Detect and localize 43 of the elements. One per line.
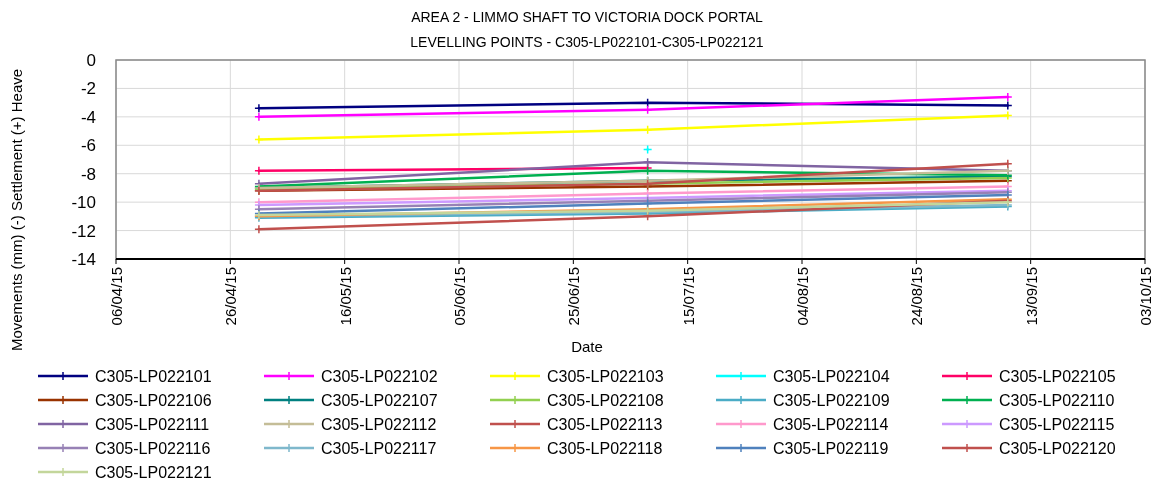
y-tick-label: 0 <box>86 51 96 70</box>
x-tick-label: 05/06/15 <box>451 267 468 326</box>
x-tick-label: 15/07/15 <box>679 267 697 326</box>
y-tick-label: -8 <box>80 164 96 184</box>
chart-title: AREA 2 - LIMMO SHAFT TO VICTORIA DOCK PORTAL <box>411 9 764 25</box>
legend-label: C305-LP022106 <box>95 392 212 409</box>
legend-label: C305-LP022104 <box>773 368 890 385</box>
legend-label: C305-LP022101 <box>95 368 212 385</box>
legend-label: C305-LP022111 <box>95 416 210 433</box>
legend-label: C305-LP022118 <box>547 440 663 457</box>
y-tick-label: -12 <box>71 221 96 241</box>
legend-label: C305-LP022112 <box>321 416 437 433</box>
legend-label: C305-LP022121 <box>95 464 212 481</box>
legend-label: C305-LP022117 <box>321 440 437 457</box>
legend-label: C305-LP022113 <box>547 416 663 433</box>
chart-subtitle: LEVELLING POINTS - C305-LP022101-C305-LP022121 <box>410 34 764 50</box>
legend-label: C305-LP022110 <box>999 392 1115 409</box>
legend-label: C305-LP022119 <box>773 440 889 457</box>
x-tick-label: 16/05/15 <box>336 267 354 326</box>
legend-label: C305-LP022102 <box>321 368 438 385</box>
x-tick-label: 06/04/15 <box>108 267 125 326</box>
legend-label: C305-LP022109 <box>773 392 890 409</box>
x-tick-label: 25/06/15 <box>565 267 583 326</box>
y-tick-label: -6 <box>80 136 96 156</box>
y-tick-label: -2 <box>80 79 96 99</box>
legend-label: C305-LP022114 <box>773 416 889 433</box>
x-tick-label: 24/08/15 <box>908 267 926 326</box>
legend-label: C305-LP022108 <box>547 392 664 409</box>
x-tick-label: 03/10/15 <box>1137 267 1154 326</box>
legend-label: C305-LP022115 <box>999 416 1115 433</box>
x-tick-label: 04/08/15 <box>794 267 811 326</box>
legend-label: C305-LP022120 <box>999 440 1116 457</box>
y-axis-title: Movements (mm) (-) Settlement (+) Heave <box>8 68 25 352</box>
legend-label: C305-LP022107 <box>321 392 438 409</box>
x-tick-label: 26/04/15 <box>222 267 240 326</box>
legend-label: C305-LP022116 <box>95 440 211 457</box>
x-tick-label: 13/09/15 <box>1022 267 1040 326</box>
y-tick-label: -4 <box>80 107 96 127</box>
y-tick-label: -14 <box>71 250 96 269</box>
x-axis-title: Date <box>571 338 603 355</box>
legend-label: C305-LP022103 <box>547 368 664 385</box>
legend-label: C305-LP022105 <box>999 368 1116 385</box>
y-tick-label: -10 <box>71 193 96 213</box>
